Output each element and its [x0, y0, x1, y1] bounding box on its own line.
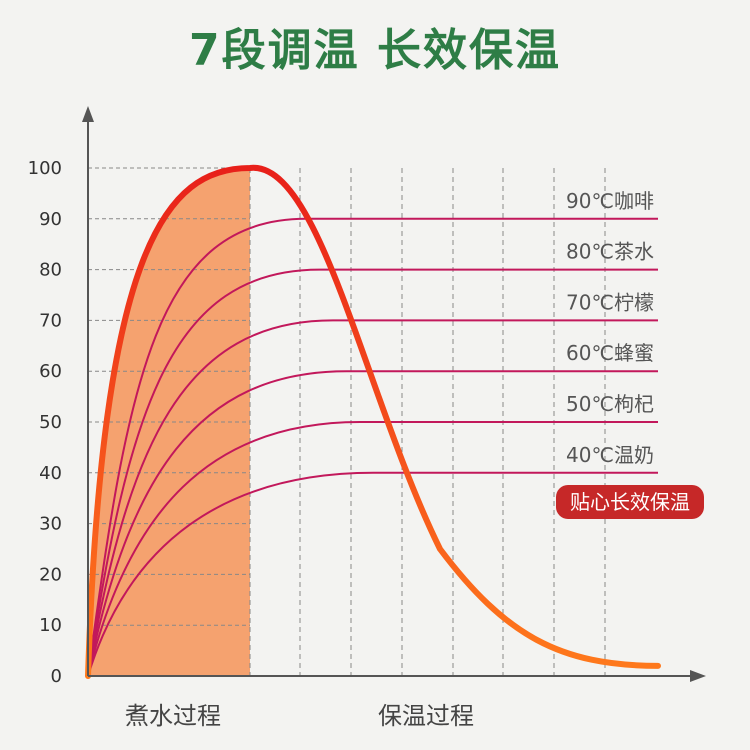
series-label: 80℃茶水	[566, 240, 654, 264]
y-tick-label: 20	[39, 564, 62, 585]
y-tick-label: 100	[28, 158, 62, 179]
y-tick-label: 70	[39, 310, 62, 331]
y-tick-labels: 0 10 20 30 40 50 60 70 80 90 100	[28, 158, 62, 687]
badge: 贴心长效保温	[556, 485, 704, 519]
x-section-boil: 煮水过程	[125, 702, 221, 730]
page-title: 7段调温 长效保温	[189, 25, 561, 76]
series-label: 50℃枸杞	[566, 392, 654, 416]
y-tick-label: 80	[39, 260, 62, 281]
level-curve	[87, 471, 658, 677]
series-label: 90℃咖啡	[566, 189, 654, 213]
y-tick-label: 90	[39, 209, 62, 230]
level-curve	[87, 370, 658, 677]
series-label: 60℃蜂蜜	[566, 341, 654, 365]
badge-text: 贴心长效保温	[570, 490, 690, 514]
y-axis-arrow-icon	[82, 106, 94, 122]
y-tick-label: 10	[39, 615, 62, 636]
boil-cool-curve	[85, 164, 661, 679]
level-curve	[87, 319, 658, 677]
badge-background	[556, 485, 704, 519]
x-axis-arrow-icon	[690, 670, 706, 682]
level-curve	[87, 421, 658, 677]
y-tick-label: 0	[51, 666, 62, 687]
level-curve	[87, 217, 658, 677]
axes	[82, 106, 706, 682]
series-label: 70℃柠檬	[566, 290, 654, 314]
y-tick-label: 60	[39, 361, 62, 382]
series-label: 40℃温奶	[566, 443, 654, 467]
x-section-keepwarm: 保温过程	[378, 702, 474, 730]
level-curves	[87, 217, 658, 677]
y-tick-label: 40	[39, 463, 62, 484]
level-curve	[87, 268, 658, 677]
y-tick-label: 50	[39, 412, 62, 433]
y-tick-label: 30	[39, 514, 62, 535]
series-labels: 90℃咖啡 80℃茶水 70℃柠檬 60℃蜂蜜 50℃枸杞 40℃温奶	[566, 189, 654, 467]
